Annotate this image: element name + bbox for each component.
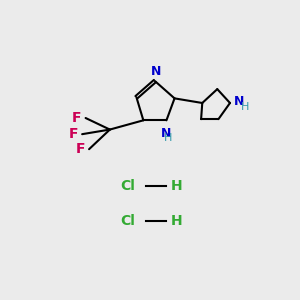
Text: N: N <box>161 127 172 140</box>
Text: N: N <box>151 65 161 78</box>
Text: Cl: Cl <box>120 214 135 228</box>
Text: H: H <box>171 214 183 228</box>
Text: H: H <box>171 179 183 193</box>
Text: F: F <box>75 142 85 156</box>
Text: N: N <box>234 95 244 108</box>
Text: F: F <box>68 127 78 141</box>
Text: H: H <box>240 102 249 112</box>
Text: H: H <box>164 133 172 143</box>
Text: F: F <box>72 111 81 125</box>
Text: Cl: Cl <box>120 179 135 193</box>
